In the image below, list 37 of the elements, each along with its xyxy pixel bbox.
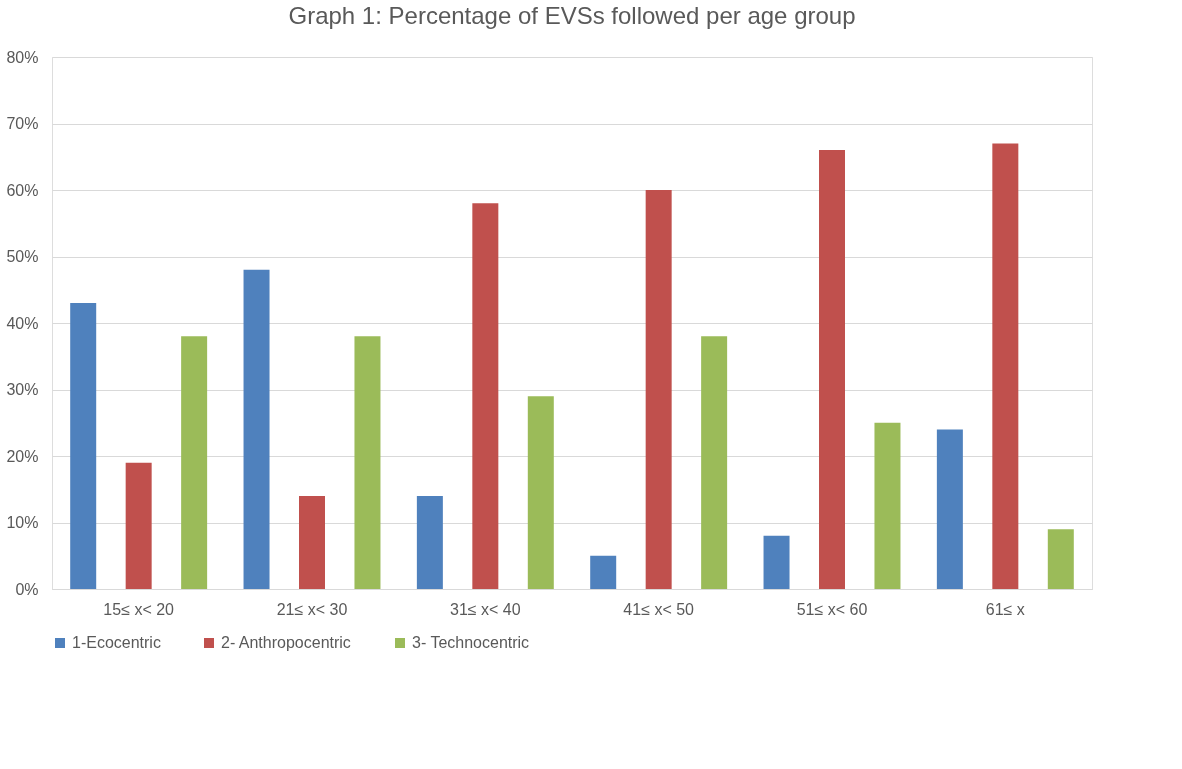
bar	[874, 422, 901, 589]
y-tick-label: 50%	[6, 248, 39, 265]
bar	[125, 462, 152, 589]
bar	[354, 336, 381, 589]
x-tick-label: 15≤ x< 20	[103, 600, 175, 618]
x-tick-label: 61≤ x	[985, 600, 1025, 618]
x-tick-label: 51≤ x< 60	[796, 600, 868, 618]
bar	[299, 495, 325, 589]
y-tick-label: 80%	[6, 48, 39, 66]
bar	[701, 336, 728, 589]
y-tick-label: 0%	[15, 580, 39, 598]
y-tick-label: 30%	[6, 381, 39, 398]
legend-label: 2- Anthropocentric	[221, 634, 351, 651]
bar	[819, 150, 845, 589]
bar	[763, 535, 790, 589]
legend-label: 1-Ecocentric	[72, 634, 161, 651]
y-tick-label: 10%	[6, 514, 39, 531]
x-tick-label: 41≤ x< 50	[623, 600, 695, 618]
bar	[527, 396, 554, 589]
bar	[243, 269, 270, 589]
bar	[472, 203, 499, 589]
bar	[936, 429, 963, 589]
bar	[645, 190, 672, 589]
legend-label: 3- Technocentric	[412, 634, 530, 651]
x-tick-label: 31≤ x< 40	[450, 600, 521, 618]
bar	[590, 555, 617, 589]
bar	[181, 336, 208, 589]
x-tick-label: 21≤ x< 30	[276, 600, 348, 618]
y-tick-label: 60%	[6, 181, 39, 199]
bar	[70, 303, 97, 589]
bar	[992, 143, 1019, 589]
chart-title: Graph 1: Percentage of EVSs followed per age group	[288, 2, 856, 29]
y-tick-label: 20%	[6, 447, 39, 465]
y-tick-label: 40%	[6, 314, 39, 332]
bar	[416, 495, 443, 589]
y-tick-label: 70%	[6, 115, 39, 132]
bar	[1047, 529, 1074, 589]
